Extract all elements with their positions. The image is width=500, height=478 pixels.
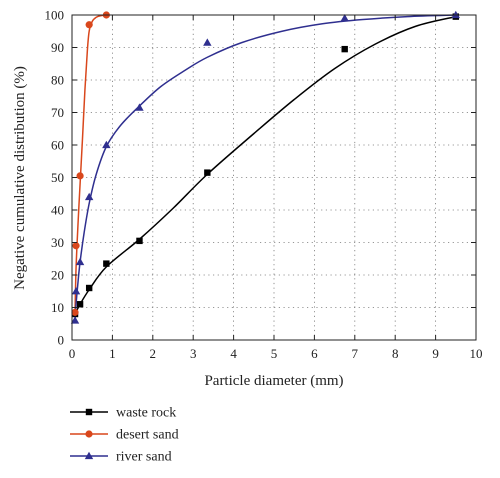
waste-rock-point: [103, 260, 110, 267]
x-tick-label: 8: [392, 346, 399, 361]
x-axis-title: Particle diameter (mm): [204, 373, 343, 389]
y-tick-label: 70: [51, 105, 64, 120]
y-tick-label: 100: [45, 8, 65, 23]
x-tick-label: 0: [69, 346, 76, 361]
y-tick-label: 80: [51, 73, 64, 88]
waste-rock-legend-label: waste rock: [116, 406, 176, 421]
waste-rock-point: [136, 237, 143, 245]
y-tick-label: 0: [58, 333, 65, 348]
river-sand-legend-label: river sand: [116, 450, 172, 465]
waste-rock-point: [85, 284, 93, 292]
x-tick-label: 9: [432, 346, 439, 361]
y-tick-label: 20: [51, 268, 64, 283]
y-tick-label: 50: [51, 170, 64, 185]
waste-rock-point: [204, 169, 211, 176]
waste-rock-legend-marker: [85, 408, 93, 416]
y-tick-label: 90: [51, 40, 64, 55]
waste-rock-point: [341, 45, 348, 53]
x-tick-label: 3: [190, 346, 197, 361]
river-sand-point: [71, 287, 81, 295]
legend: waste rock desert sand river sand: [70, 406, 179, 465]
waste-rock-point: [76, 301, 84, 308]
river-sand-point: [135, 103, 144, 111]
river-sand-point: [340, 14, 349, 22]
desert-sand-curve: [74, 14, 107, 313]
river-sand-point: [75, 257, 85, 266]
desert-sand-point: [71, 308, 79, 316]
x-tick-label: 2: [150, 346, 157, 361]
x-tick-label: 1: [109, 346, 116, 361]
river-sand-point: [102, 140, 111, 149]
y-tick-label: 40: [51, 203, 64, 218]
desert-sand-point: [85, 21, 93, 29]
x-tick-label: 7: [352, 346, 359, 361]
river-sand-legend-marker: [84, 451, 94, 460]
river-sand-point: [70, 316, 80, 324]
y-axis-title: Negative cumulative distribution (%): [12, 66, 28, 290]
desert-sand-legend-marker: [85, 430, 93, 438]
x-tick-label: 10: [470, 346, 483, 361]
river-sand-point: [451, 10, 460, 19]
y-tick-label: 30: [51, 235, 64, 250]
desert-sand-point: [76, 172, 84, 180]
y-tick-label: 60: [51, 138, 64, 153]
x-tick-label: 4: [230, 346, 237, 361]
y-tick-label: 10: [51, 300, 64, 315]
desert-sand-point: [72, 242, 80, 250]
river-sand-point: [203, 38, 212, 46]
x-tick-label: 5: [271, 346, 278, 361]
x-tick-label: 6: [311, 346, 318, 361]
desert-sand-legend-label: desert sand: [116, 428, 179, 443]
river-sand-point: [84, 192, 94, 201]
